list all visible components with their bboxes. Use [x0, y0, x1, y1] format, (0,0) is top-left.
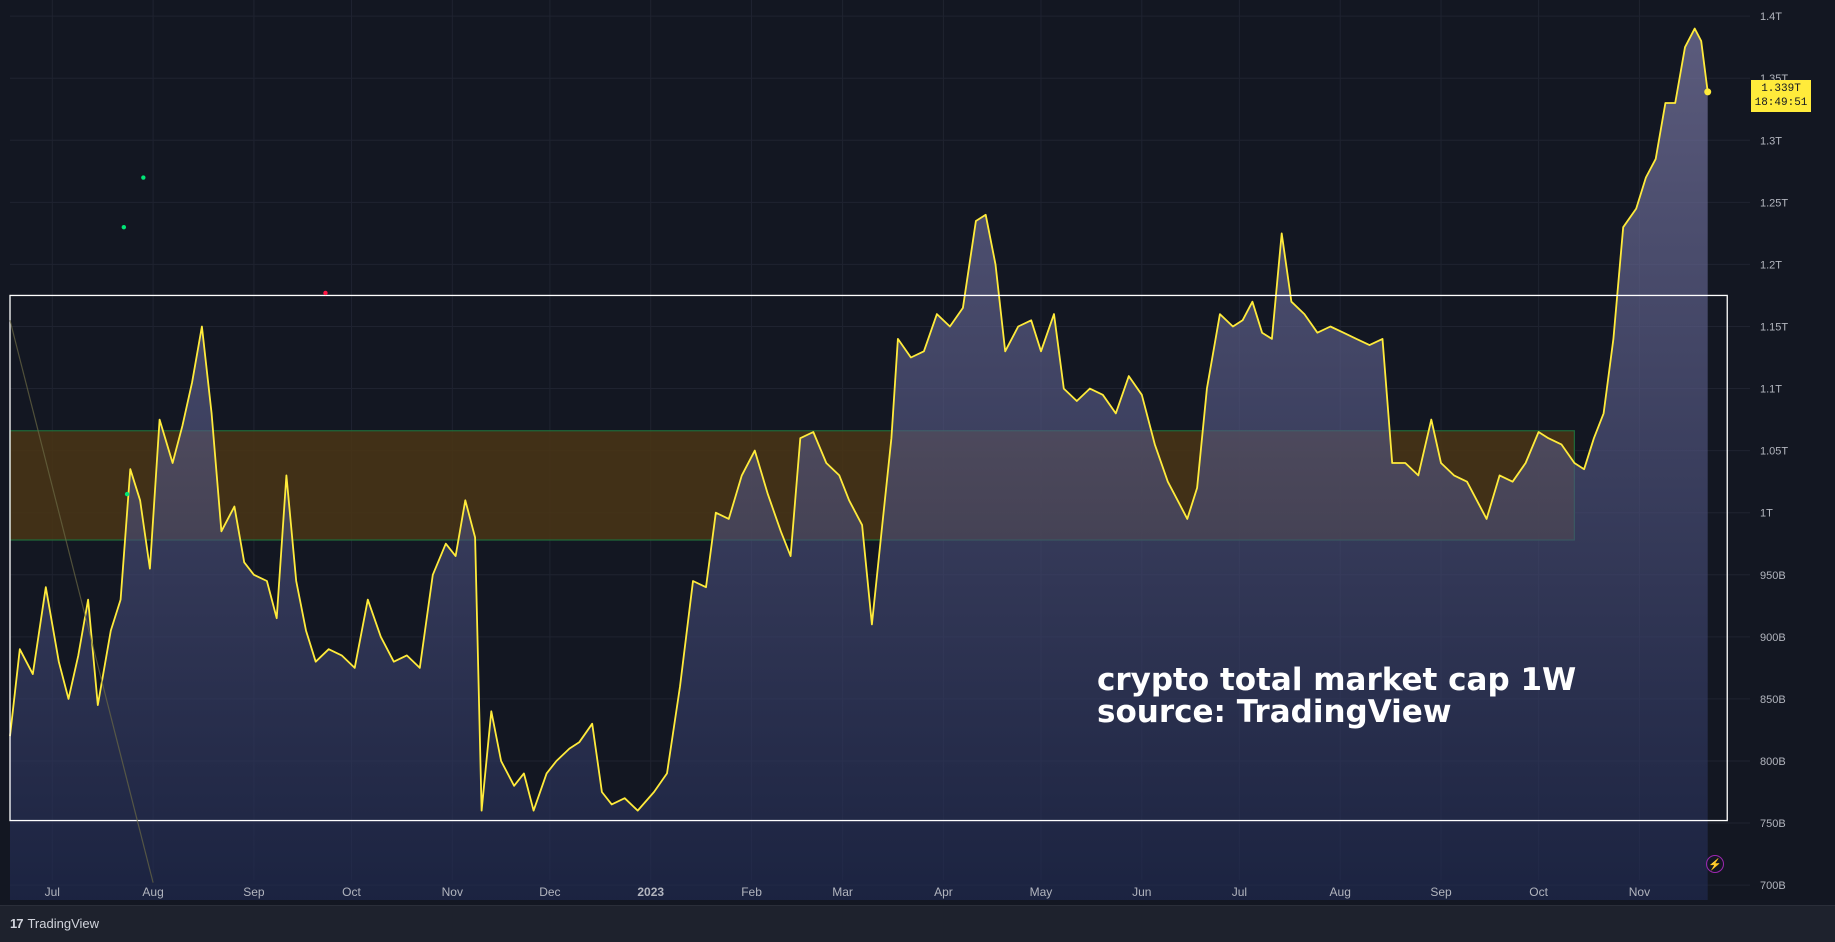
- y-tick-label: 900B: [1760, 632, 1786, 644]
- chart-annotation: crypto total market cap 1W source: Tradi…: [1097, 664, 1576, 728]
- x-tick-label: Dec: [539, 885, 560, 899]
- y-tick-label: 950B: [1760, 570, 1786, 582]
- footer-bar: 17 TradingView: [0, 905, 1835, 942]
- y-tick-label: 1.2T: [1760, 259, 1782, 271]
- last-price-badge: 1.339T 18:49:51: [1751, 80, 1811, 112]
- x-tick-label: Mar: [832, 885, 853, 899]
- last-price-value: 1.339T: [1761, 83, 1801, 95]
- y-tick-label: 1.25T: [1760, 197, 1788, 209]
- lightning-icon[interactable]: ⚡: [1706, 855, 1724, 873]
- y-tick-label: 850B: [1760, 694, 1786, 706]
- x-tick-label: Oct: [1529, 885, 1548, 899]
- x-tick-label: Sep: [1430, 885, 1452, 899]
- y-tick-label: 1.1T: [1760, 384, 1782, 396]
- y-tick-label: 1T: [1760, 508, 1773, 520]
- y-tick-label: 750B: [1760, 818, 1786, 830]
- x-tick-label: Jul: [1232, 885, 1247, 899]
- signal-dot: [323, 290, 328, 296]
- chart-svg[interactable]: 1.4T1.35T1.3T1.25T1.2T1.15T1.1T1.05T1T95…: [0, 0, 1835, 905]
- x-tick-label: Jun: [1132, 885, 1151, 899]
- bar-countdown: 18:49:51: [1754, 97, 1808, 109]
- x-tick-label: Aug: [1330, 885, 1351, 899]
- signal-dot: [124, 491, 130, 497]
- signal-dot: [121, 224, 127, 230]
- tradingview-logo[interactable]: 17 TradingView: [10, 916, 99, 931]
- series-line: [9, 27, 1709, 812]
- signal-dot: [141, 175, 146, 180]
- x-tick-label: Nov: [1629, 885, 1650, 899]
- x-tick-label: Apr: [934, 885, 953, 899]
- y-tick-label: 1.15T: [1760, 321, 1788, 333]
- y-tick-label: 1.3T: [1760, 135, 1782, 147]
- y-tick-label: 1.4T: [1760, 11, 1782, 23]
- x-tick-label: May: [1030, 885, 1053, 899]
- x-tick-label: 2023: [637, 885, 664, 899]
- x-tick-label: Oct: [342, 885, 361, 899]
- x-tick-label: Sep: [243, 885, 265, 899]
- x-tick-label: Jul: [45, 885, 60, 899]
- brand-name: TradingView: [27, 916, 100, 931]
- annotation-line-1: crypto total market cap 1W: [1097, 662, 1577, 698]
- trend-line: [9, 320, 154, 883]
- y-tick-label: 700B: [1760, 880, 1786, 892]
- x-tick-label: Nov: [442, 885, 463, 899]
- x-tick-label: Aug: [142, 885, 163, 899]
- last-point-marker: [1704, 88, 1712, 96]
- x-tick-label: Feb: [741, 885, 762, 899]
- range-box: [9, 294, 1728, 822]
- tradingview-mark-icon: 17: [10, 916, 24, 931]
- y-tick-label: 800B: [1760, 756, 1786, 768]
- annotation-line-2: source: TradingView: [1097, 694, 1452, 730]
- y-tick-label: 1.05T: [1760, 446, 1788, 458]
